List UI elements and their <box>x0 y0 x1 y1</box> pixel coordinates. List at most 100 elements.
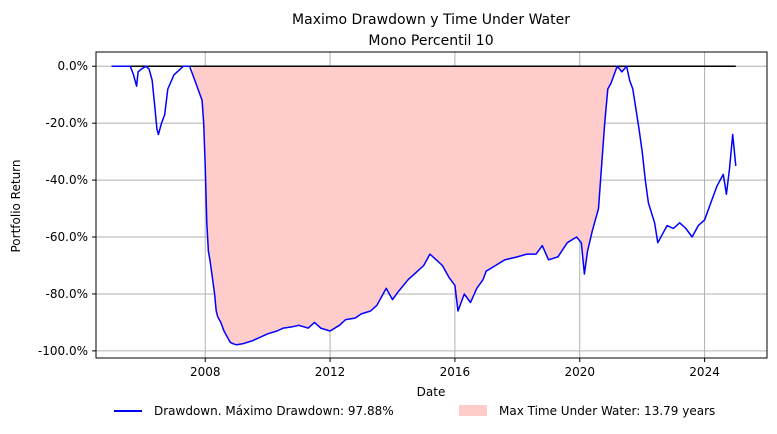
drawdown-point-2005.95 <box>141 68 143 70</box>
drawdown-point-2023.4 <box>685 228 687 230</box>
drawdown-point-2023.6 <box>691 236 693 238</box>
drawdown-point-2007.95 <box>203 122 205 124</box>
drawdown-point-2018.6 <box>535 253 537 255</box>
drawdown-point-2015.4 <box>435 259 437 261</box>
drawdown-point-2011.5 <box>314 322 316 324</box>
drawdown-point-2023.8 <box>698 225 700 227</box>
drawdown-point-2024.9 <box>732 134 734 136</box>
drawdown-point-2022.5 <box>657 242 659 244</box>
x-tick-label-2020: 2020 <box>564 365 595 379</box>
drawdown-point-2020.05 <box>581 242 583 244</box>
drawdown-point-2010.3 <box>276 330 278 332</box>
drawdown-point-2008.1 <box>208 251 210 253</box>
drawdown-point-2018.8 <box>542 245 544 247</box>
drawdown-point-2012.3 <box>339 325 341 327</box>
drawdown-point-2021.35 <box>621 71 623 73</box>
drawdown-point-2008.3 <box>214 293 216 295</box>
drawdown-point-2017.0 <box>485 270 487 272</box>
drawdown-point-2007.7 <box>195 83 197 85</box>
drawdown-point-2012.5 <box>345 319 347 321</box>
drawdown-point-2006.8 <box>167 88 169 90</box>
drawdown-point-2021.6 <box>629 80 631 82</box>
drawdown-point-2008.8 <box>229 342 231 344</box>
x-tick-label-2016: 2016 <box>440 365 471 379</box>
drawdown-point-2006.6 <box>161 122 163 124</box>
drawdown-point-2018.0 <box>517 256 519 258</box>
chart-title: Maximo Drawdown y Time Under Water <box>292 12 570 28</box>
drawdown-point-2020.15 <box>584 273 586 275</box>
drawdown-point-2022.8 <box>666 225 668 227</box>
drawdown-point-2006.5 <box>158 134 160 136</box>
drawdown-point-2005.7 <box>133 74 135 76</box>
drawdown-point-2009.2 <box>242 343 244 345</box>
under-water-area <box>192 66 624 345</box>
drawdown-point-2021.8 <box>635 108 637 110</box>
drawdown-line <box>111 65 737 346</box>
drawdown-point-2011.3 <box>307 327 309 329</box>
drawdown-point-2008.2 <box>211 270 213 272</box>
drawdown-point-2008.0 <box>204 165 206 167</box>
chart-subtitle: Mono Percentil 10 <box>368 33 493 49</box>
drawdown-point-2019.0 <box>548 259 550 261</box>
drawdown-point-2006.45 <box>156 128 158 130</box>
drawdown-point-2007.0 <box>173 74 175 76</box>
drawdown-point-2008.35 <box>215 310 217 312</box>
drawdown-point-2022.4 <box>654 222 656 224</box>
drawdown-point-2017.3 <box>495 265 497 267</box>
x-tick-label-2024: 2024 <box>689 365 720 379</box>
plot-frame <box>95 51 768 359</box>
drawdown-point-2019.9 <box>576 236 578 238</box>
drawdown-point-2013.5 <box>376 305 378 307</box>
drawdown-point-2015.6 <box>442 265 444 267</box>
drawdown-point-2024.7 <box>726 194 728 196</box>
drawdown-point-2008.9 <box>233 343 235 345</box>
drawdown-point-2006.2 <box>148 68 150 70</box>
drawdown-point-2022.0 <box>641 151 643 153</box>
drawdown-point-2021.7 <box>632 88 634 90</box>
drawdown-point-2020.8 <box>604 122 606 124</box>
drawdown-point-2011.7 <box>320 327 322 329</box>
drawdown-point-2005.6 <box>130 65 132 67</box>
drawdown-point-2012.8 <box>354 317 356 319</box>
drawdown-point-2018.3 <box>526 253 528 255</box>
drawdown-point-2021.0 <box>610 83 612 85</box>
drawdown-point-2012.0 <box>329 330 331 332</box>
drawdown-point-2013.8 <box>385 288 387 290</box>
drawdown-point-2021.9 <box>638 128 640 130</box>
drawdown-point-2008.4 <box>217 316 219 318</box>
drawdown-point-2021.5 <box>626 65 628 67</box>
series-layer <box>111 65 737 346</box>
drawdown-point-2008.5 <box>220 322 222 324</box>
y-tick-label-0: 0.0% <box>58 59 89 73</box>
drawdown-point-2010.5 <box>283 327 285 329</box>
drawdown-point-2022.7 <box>663 231 665 233</box>
drawdown-point-2014.8 <box>417 270 419 272</box>
drawdown-point-2024.0 <box>704 219 706 221</box>
drawdown-point-2020.4 <box>591 231 593 233</box>
drawdown-point-2016.7 <box>476 288 478 290</box>
drawdown-point-2006.1 <box>145 65 147 67</box>
y-tick-label-1: -20.0% <box>46 116 88 130</box>
drawdown-point-2024.8 <box>729 168 731 170</box>
drawdown-point-2008.7 <box>226 336 228 338</box>
drawdown-point-2020.6 <box>598 208 600 210</box>
drawdown-point-2019.3 <box>557 256 559 258</box>
drawdown-point-2015.0 <box>423 265 425 267</box>
drawdown-point-2020.25 <box>587 251 589 253</box>
drawdown-point-2009.8 <box>261 336 263 338</box>
drawdown-point-2017.6 <box>504 259 506 261</box>
drawdown-point-2005.0 <box>111 65 113 67</box>
drawdown-point-2007.9 <box>201 100 203 102</box>
drawdown-point-2011.0 <box>298 325 300 327</box>
y-axis-label: Portfolio Return <box>9 160 23 253</box>
drawdown-point-2019.6 <box>567 242 569 244</box>
drawdown-point-2024.2 <box>710 202 712 204</box>
drawdown-point-2014.2 <box>398 290 400 292</box>
drawdown-point-2010.8 <box>292 326 294 328</box>
drawdown-point-2016.1 <box>457 310 459 312</box>
drawdown-point-2015.8 <box>448 276 450 278</box>
drawdown-point-2014.5 <box>407 279 409 281</box>
drawdown-point-2005.4 <box>123 65 125 67</box>
drawdown-point-2016.5 <box>470 302 472 304</box>
